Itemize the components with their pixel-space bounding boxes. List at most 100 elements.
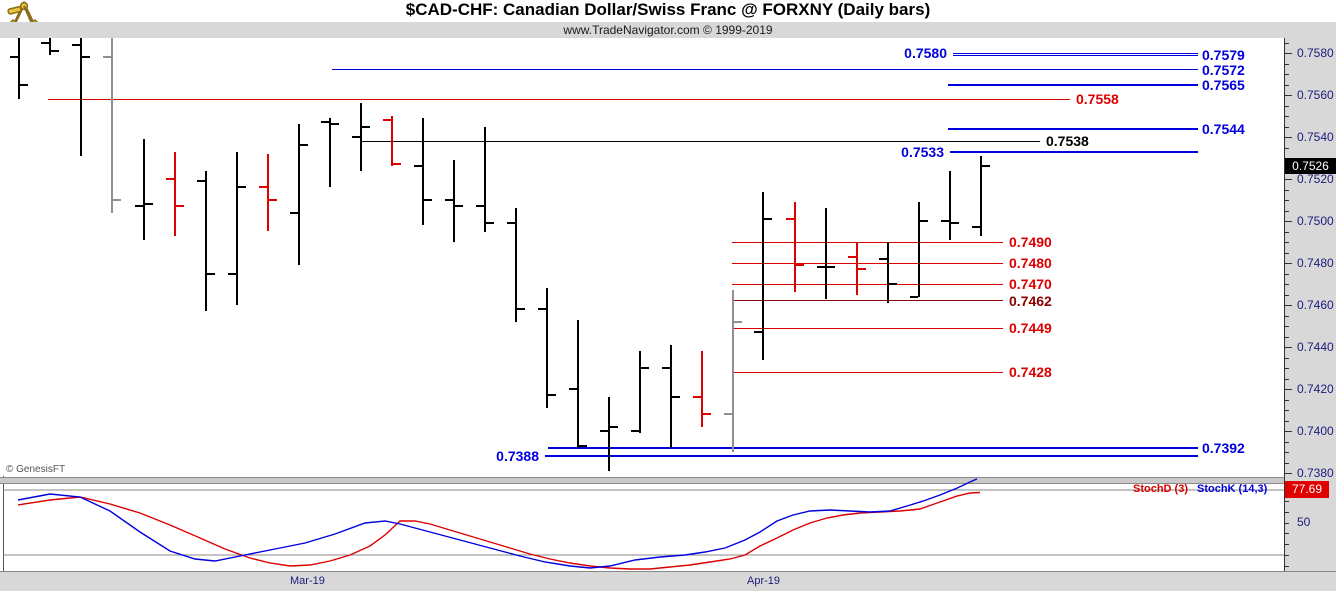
stochastic-panel-canvas[interactable] bbox=[0, 478, 1284, 571]
price-bar-open-tick bbox=[197, 180, 205, 183]
price-bar-open-tick bbox=[786, 217, 794, 220]
price-bar-open-tick bbox=[352, 136, 360, 138]
price-bar-close-tick bbox=[517, 308, 525, 311]
price-bar-close-tick bbox=[331, 123, 339, 126]
axis-minor-tick bbox=[1285, 63, 1289, 65]
axis-tick-label: 0.7480 bbox=[1297, 256, 1334, 270]
price-bar-open-tick bbox=[910, 295, 918, 298]
price-bar-stem[interactable] bbox=[484, 126, 486, 232]
price-bar-stem[interactable] bbox=[174, 151, 176, 236]
price-bar-stem[interactable] bbox=[453, 160, 455, 242]
axis-minor-tick bbox=[1285, 252, 1289, 254]
price-bar-stem[interactable] bbox=[701, 351, 703, 427]
price-bar-stem[interactable] bbox=[111, 38, 113, 213]
price-bar-stem[interactable] bbox=[329, 118, 331, 188]
genesisft-watermark: © GenesisFT bbox=[6, 464, 66, 475]
price-bar-close-tick bbox=[362, 125, 370, 128]
price-bar-stem[interactable] bbox=[856, 242, 858, 295]
price-level-line bbox=[948, 83, 1198, 86]
price-bar-open-tick bbox=[290, 211, 298, 214]
axis-minor-tick bbox=[1285, 116, 1289, 117]
price-bar-stem[interactable] bbox=[422, 118, 424, 226]
price-bar-stem[interactable] bbox=[794, 202, 796, 293]
axis-major-tick bbox=[1285, 389, 1292, 390]
price-bar-close-tick bbox=[827, 266, 835, 269]
axis-major-tick bbox=[1285, 263, 1292, 264]
axis-minor-tick bbox=[1285, 200, 1289, 201]
price-bar-open-tick bbox=[321, 121, 329, 124]
price-bar-open-tick bbox=[445, 199, 453, 201]
axis-minor-tick bbox=[1285, 441, 1289, 443]
price-bar-open-tick bbox=[103, 56, 111, 59]
price-bar-close-tick bbox=[703, 413, 711, 416]
price-bar-open-tick bbox=[879, 257, 887, 260]
date-label-apr: Apr-19 bbox=[747, 575, 781, 587]
price-bar-stem[interactable] bbox=[546, 288, 548, 408]
price-bar-stem[interactable] bbox=[825, 208, 827, 299]
price-bar-stem[interactable] bbox=[949, 170, 951, 240]
price-level-label: 0.7388 bbox=[496, 448, 539, 465]
price-level-line bbox=[360, 140, 1040, 142]
price-bar-open-tick bbox=[72, 43, 80, 46]
price-bar-stem[interactable] bbox=[639, 351, 641, 434]
axis-major-tick bbox=[1285, 221, 1292, 222]
price-bar-close-tick bbox=[176, 205, 184, 208]
axis-minor-tick bbox=[1285, 294, 1289, 296]
stoch-d-legend[interactable]: StochD (3) bbox=[1133, 483, 1188, 495]
price-bar-stem[interactable] bbox=[887, 242, 889, 303]
axis-tick-label: 0.7560 bbox=[1297, 88, 1334, 102]
price-level-label: 0.7392 bbox=[1202, 439, 1245, 456]
price-bar-stem[interactable] bbox=[608, 397, 610, 471]
stoch-k-legend[interactable]: StochK (14,3) bbox=[1197, 483, 1268, 495]
price-bar-close-tick bbox=[269, 199, 277, 201]
price-bar-stem[interactable] bbox=[236, 151, 238, 305]
price-bar-stem[interactable] bbox=[267, 153, 269, 232]
axis-minor-tick bbox=[1285, 326, 1289, 327]
price-level-label: 0.7490 bbox=[1009, 234, 1052, 250]
price-bar-close-tick bbox=[951, 222, 959, 225]
axis-minor-tick bbox=[1285, 410, 1289, 411]
price-level-line bbox=[948, 127, 1198, 130]
price-bar-stem[interactable] bbox=[670, 344, 672, 448]
axis-minor-tick bbox=[1285, 105, 1289, 107]
price-bar-stem[interactable] bbox=[918, 202, 920, 297]
price-bar-stem[interactable] bbox=[980, 155, 982, 236]
price-bar-open-tick bbox=[724, 413, 732, 416]
price-bar-close-tick bbox=[610, 425, 618, 428]
stoch-d-line bbox=[17, 491, 981, 570]
price-bar-stem[interactable] bbox=[18, 38, 20, 100]
axis-minor-tick bbox=[1285, 336, 1289, 338]
price-bar-open-tick bbox=[476, 205, 484, 208]
price-bar-stem[interactable] bbox=[762, 191, 764, 360]
price-bar-close-tick bbox=[734, 320, 742, 323]
price-bar-open-tick bbox=[817, 266, 825, 269]
price-bar-stem[interactable] bbox=[360, 103, 362, 171]
price-chart-canvas[interactable]: 0.7580 0.7579 0.7572 0.7565 0.7544 0.7533 0.73… bbox=[0, 38, 1284, 476]
price-bar-open-tick bbox=[941, 220, 949, 222]
price-level-line bbox=[332, 69, 1198, 71]
price-bar-open-tick bbox=[538, 308, 546, 311]
stoch-axis-tick bbox=[1285, 533, 1289, 535]
price-bar-close-tick bbox=[238, 186, 246, 189]
price-bar-stem[interactable] bbox=[391, 116, 393, 167]
price-bar-stem[interactable] bbox=[80, 38, 82, 156]
price-level-line bbox=[548, 446, 1198, 449]
price-bar-stem[interactable] bbox=[49, 38, 51, 56]
last-price-badge: 0.7526 bbox=[1285, 158, 1336, 174]
price-level-line bbox=[732, 241, 1003, 243]
price-bar-open-tick bbox=[383, 119, 391, 122]
axis-minor-tick bbox=[1285, 357, 1289, 359]
price-bar-stem[interactable] bbox=[143, 139, 145, 240]
price-bar-close-tick bbox=[764, 217, 772, 220]
price-bar-stem[interactable] bbox=[515, 208, 517, 322]
panel-separator[interactable] bbox=[0, 477, 1284, 484]
price-level-label: 0.7544 bbox=[1202, 120, 1245, 137]
price-bar-stem[interactable] bbox=[732, 290, 734, 452]
price-bar-stem[interactable] bbox=[577, 319, 579, 448]
price-bar-stem[interactable] bbox=[298, 124, 300, 266]
price-level-line bbox=[732, 262, 1003, 264]
price-bar-stem[interactable] bbox=[205, 170, 207, 312]
price-level-label: 0.7558 bbox=[1076, 91, 1119, 108]
price-level-line bbox=[732, 300, 1003, 302]
price-level-line bbox=[732, 283, 1003, 285]
